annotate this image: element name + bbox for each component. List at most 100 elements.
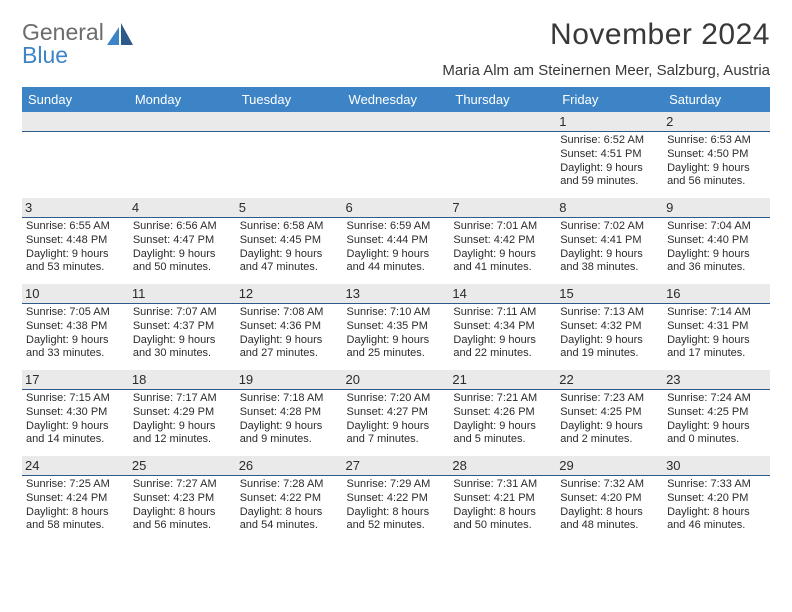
day-info: Sunrise: 6:56 AMSunset: 4:47 PMDaylight:… <box>133 220 232 275</box>
empty-day-strip <box>449 112 556 132</box>
calendar-week-row: 24Sunrise: 7:25 AMSunset: 4:24 PMDayligh… <box>22 456 770 542</box>
day-number: 18 <box>129 370 236 390</box>
day-info: Sunrise: 7:08 AMSunset: 4:36 PMDaylight:… <box>240 306 339 361</box>
day-info: Sunrise: 7:11 AMSunset: 4:34 PMDaylight:… <box>453 306 552 361</box>
calendar-day-cell: 22Sunrise: 7:23 AMSunset: 4:25 PMDayligh… <box>556 370 663 456</box>
empty-day-strip <box>129 112 236 132</box>
day-number: 22 <box>556 370 663 390</box>
day-info: Sunrise: 7:10 AMSunset: 4:35 PMDaylight:… <box>347 306 446 361</box>
day-number: 1 <box>556 112 663 132</box>
location-subtitle: Maria Alm am Steinernen Meer, Salzburg, … <box>442 62 770 79</box>
calendar-day-cell: 29Sunrise: 7:32 AMSunset: 4:20 PMDayligh… <box>556 456 663 542</box>
day-number: 21 <box>449 370 556 390</box>
day-info: Sunrise: 7:05 AMSunset: 4:38 PMDaylight:… <box>26 306 125 361</box>
weekday-header: Friday <box>556 87 663 112</box>
calendar-day-cell: 4Sunrise: 6:56 AMSunset: 4:47 PMDaylight… <box>129 198 236 284</box>
day-info: Sunrise: 7:21 AMSunset: 4:26 PMDaylight:… <box>453 392 552 447</box>
day-info: Sunrise: 7:31 AMSunset: 4:21 PMDaylight:… <box>453 478 552 533</box>
day-number: 30 <box>663 456 770 476</box>
day-info: Sunrise: 6:53 AMSunset: 4:50 PMDaylight:… <box>667 134 766 189</box>
calendar-day-cell <box>22 112 129 198</box>
calendar-day-cell: 5Sunrise: 6:58 AMSunset: 4:45 PMDaylight… <box>236 198 343 284</box>
calendar-week-row: 17Sunrise: 7:15 AMSunset: 4:30 PMDayligh… <box>22 370 770 456</box>
calendar-day-cell: 8Sunrise: 7:02 AMSunset: 4:41 PMDaylight… <box>556 198 663 284</box>
calendar-week-row: 1Sunrise: 6:52 AMSunset: 4:51 PMDaylight… <box>22 112 770 198</box>
calendar-day-cell: 19Sunrise: 7:18 AMSunset: 4:28 PMDayligh… <box>236 370 343 456</box>
calendar-week-row: 10Sunrise: 7:05 AMSunset: 4:38 PMDayligh… <box>22 284 770 370</box>
day-info: Sunrise: 7:32 AMSunset: 4:20 PMDaylight:… <box>560 478 659 533</box>
day-info: Sunrise: 7:04 AMSunset: 4:40 PMDaylight:… <box>667 220 766 275</box>
calendar-day-cell: 2Sunrise: 6:53 AMSunset: 4:50 PMDaylight… <box>663 112 770 198</box>
calendar-day-cell: 13Sunrise: 7:10 AMSunset: 4:35 PMDayligh… <box>343 284 450 370</box>
day-number: 24 <box>22 456 129 476</box>
day-info: Sunrise: 7:25 AMSunset: 4:24 PMDaylight:… <box>26 478 125 533</box>
day-info: Sunrise: 7:24 AMSunset: 4:25 PMDaylight:… <box>667 392 766 447</box>
day-info: Sunrise: 7:13 AMSunset: 4:32 PMDaylight:… <box>560 306 659 361</box>
day-number: 19 <box>236 370 343 390</box>
day-number: 13 <box>343 284 450 304</box>
brand-line2: Blue <box>22 42 68 68</box>
day-number: 14 <box>449 284 556 304</box>
day-info: Sunrise: 7:07 AMSunset: 4:37 PMDaylight:… <box>133 306 232 361</box>
day-number: 7 <box>449 198 556 218</box>
day-number: 20 <box>343 370 450 390</box>
weekday-header: Saturday <box>663 87 770 112</box>
day-number: 12 <box>236 284 343 304</box>
day-number: 4 <box>129 198 236 218</box>
calendar-week-row: 3Sunrise: 6:55 AMSunset: 4:48 PMDaylight… <box>22 198 770 284</box>
day-number: 2 <box>663 112 770 132</box>
day-info: Sunrise: 7:27 AMSunset: 4:23 PMDaylight:… <box>133 478 232 533</box>
calendar-day-cell: 6Sunrise: 6:59 AMSunset: 4:44 PMDaylight… <box>343 198 450 284</box>
day-number: 6 <box>343 198 450 218</box>
day-number: 29 <box>556 456 663 476</box>
day-number: 27 <box>343 456 450 476</box>
calendar-day-cell: 11Sunrise: 7:07 AMSunset: 4:37 PMDayligh… <box>129 284 236 370</box>
day-number: 9 <box>663 198 770 218</box>
day-info: Sunrise: 6:52 AMSunset: 4:51 PMDaylight:… <box>560 134 659 189</box>
calendar-table: SundayMondayTuesdayWednesdayThursdayFrid… <box>22 87 770 542</box>
empty-day-strip <box>236 112 343 132</box>
calendar-day-cell: 12Sunrise: 7:08 AMSunset: 4:36 PMDayligh… <box>236 284 343 370</box>
day-number: 15 <box>556 284 663 304</box>
day-info: Sunrise: 7:28 AMSunset: 4:22 PMDaylight:… <box>240 478 339 533</box>
calendar-day-cell: 25Sunrise: 7:27 AMSunset: 4:23 PMDayligh… <box>129 456 236 542</box>
logo-sail-icon <box>107 23 133 50</box>
weekday-header: Monday <box>129 87 236 112</box>
calendar-day-cell: 30Sunrise: 7:33 AMSunset: 4:20 PMDayligh… <box>663 456 770 542</box>
header: General Blue November 2024 Maria Alm am … <box>22 18 770 83</box>
day-info: Sunrise: 7:14 AMSunset: 4:31 PMDaylight:… <box>667 306 766 361</box>
day-number: 11 <box>129 284 236 304</box>
day-info: Sunrise: 7:01 AMSunset: 4:42 PMDaylight:… <box>453 220 552 275</box>
day-info: Sunrise: 7:18 AMSunset: 4:28 PMDaylight:… <box>240 392 339 447</box>
calendar-day-cell: 17Sunrise: 7:15 AMSunset: 4:30 PMDayligh… <box>22 370 129 456</box>
calendar-day-cell: 15Sunrise: 7:13 AMSunset: 4:32 PMDayligh… <box>556 284 663 370</box>
brand-logo: General Blue <box>22 18 133 68</box>
day-info: Sunrise: 6:58 AMSunset: 4:45 PMDaylight:… <box>240 220 339 275</box>
calendar-day-cell: 20Sunrise: 7:20 AMSunset: 4:27 PMDayligh… <box>343 370 450 456</box>
day-info: Sunrise: 7:15 AMSunset: 4:30 PMDaylight:… <box>26 392 125 447</box>
empty-day-strip <box>22 112 129 132</box>
day-info: Sunrise: 6:55 AMSunset: 4:48 PMDaylight:… <box>26 220 125 275</box>
calendar-day-cell: 28Sunrise: 7:31 AMSunset: 4:21 PMDayligh… <box>449 456 556 542</box>
day-number: 16 <box>663 284 770 304</box>
calendar-day-cell: 9Sunrise: 7:04 AMSunset: 4:40 PMDaylight… <box>663 198 770 284</box>
day-info: Sunrise: 6:59 AMSunset: 4:44 PMDaylight:… <box>347 220 446 275</box>
calendar-day-cell <box>236 112 343 198</box>
day-number: 3 <box>22 198 129 218</box>
day-number: 25 <box>129 456 236 476</box>
day-number: 28 <box>449 456 556 476</box>
day-number: 26 <box>236 456 343 476</box>
calendar-day-cell: 21Sunrise: 7:21 AMSunset: 4:26 PMDayligh… <box>449 370 556 456</box>
month-title: November 2024 <box>442 18 770 52</box>
calendar-day-cell: 16Sunrise: 7:14 AMSunset: 4:31 PMDayligh… <box>663 284 770 370</box>
day-info: Sunrise: 7:17 AMSunset: 4:29 PMDaylight:… <box>133 392 232 447</box>
day-info: Sunrise: 7:29 AMSunset: 4:22 PMDaylight:… <box>347 478 446 533</box>
calendar-day-cell <box>343 112 450 198</box>
calendar-day-cell: 18Sunrise: 7:17 AMSunset: 4:29 PMDayligh… <box>129 370 236 456</box>
empty-day-strip <box>343 112 450 132</box>
day-info: Sunrise: 7:02 AMSunset: 4:41 PMDaylight:… <box>560 220 659 275</box>
weekday-header: Tuesday <box>236 87 343 112</box>
calendar-day-cell <box>449 112 556 198</box>
day-info: Sunrise: 7:20 AMSunset: 4:27 PMDaylight:… <box>347 392 446 447</box>
day-number: 10 <box>22 284 129 304</box>
